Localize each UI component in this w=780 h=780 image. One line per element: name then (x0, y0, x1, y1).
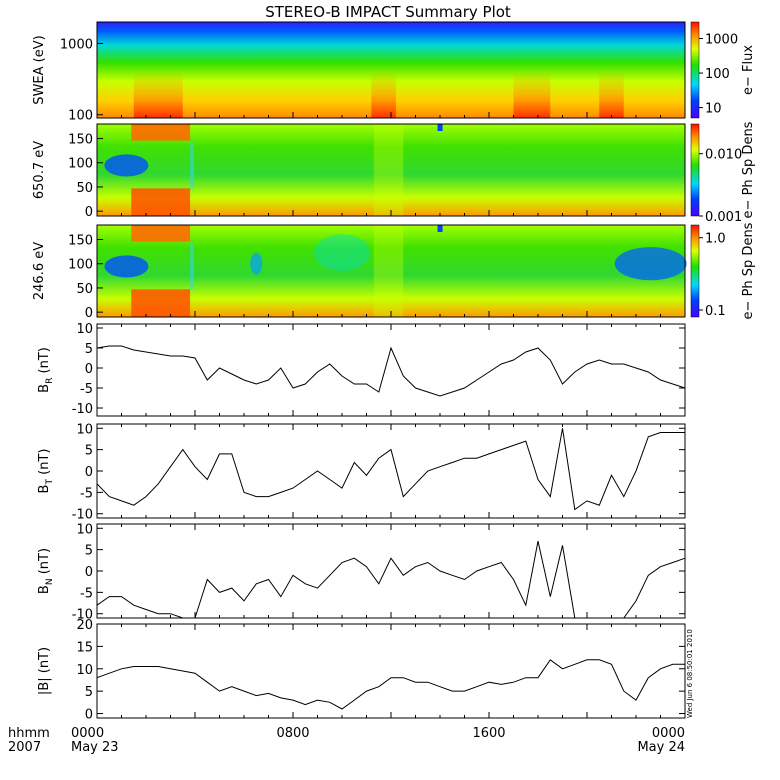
pad650-colorbar (690, 123, 700, 217)
pad650-panel: 650.7 eV e− Ph Sp Dens 0 50 100 150 0.001 0.… (32, 121, 756, 225)
flux-enhancement (371, 70, 396, 118)
pad-edge (190, 142, 195, 189)
time-tick-label: 0000 (71, 726, 104, 741)
bn-panel: -10 -5 0 5 10 BN (nT) (37, 522, 686, 623)
ytick-label: 100 (68, 109, 93, 124)
pad-band (373, 124, 404, 216)
ytick-label: 0 (85, 565, 93, 580)
plot-title: STEREO-B IMPACT Summary Plot (265, 3, 511, 21)
ytick-label: 5 (85, 444, 93, 459)
time-tick-label: 0800 (276, 726, 309, 741)
pad-hot-top (131, 225, 191, 242)
pad246-colorbar (690, 224, 700, 318)
ytick-label: 5 (85, 685, 93, 700)
colorbar-tick-label: 10 (705, 102, 722, 117)
panel-ylabel: BN (nT) (37, 548, 55, 594)
pad-depletion (250, 252, 263, 275)
time-tick-label: 1600 (472, 726, 505, 741)
time-axis-year: 2007 (8, 740, 41, 755)
ytick-label: 10 (76, 322, 93, 337)
ytick-label: -5 (80, 382, 93, 397)
ytick-label: 1000 (60, 37, 93, 52)
ytick-label: -5 (80, 486, 93, 501)
ytick-label: 10 (76, 522, 93, 537)
ytick-label: 100 (68, 258, 93, 273)
br-panel: -10 -5 0 5 10 BR (nT) (37, 322, 686, 417)
ytick-label: 5 (85, 544, 93, 559)
swea-panel: SWEA (eV) e− Flux 100 1000 10 100 1000 (32, 21, 756, 124)
pad246-spectrogram (97, 225, 685, 317)
timestamp-stamp: Wed Jun 6 08:50:01 2010 (686, 629, 694, 718)
ytick-label: 10 (76, 422, 93, 437)
ytick-label: 0 (85, 362, 93, 377)
ytick-label: 0 (85, 708, 93, 723)
pad-depletion (614, 247, 687, 281)
pad246-ylabel: 246.6 eV (32, 242, 47, 300)
colorbar-tick-label: 1.0 (705, 232, 726, 247)
ytick-label: 15 (76, 640, 93, 655)
ytick-label: 50 (76, 181, 93, 196)
ytick-label: -10 (72, 608, 93, 623)
pad650-colorbar-label: e− Ph Sp Dens (741, 121, 756, 218)
ytick-label: -10 (72, 402, 93, 417)
pad-depletion (104, 154, 149, 177)
plot-frame (96, 323, 686, 417)
series-line (96, 345, 686, 397)
pad246-panel: 246.6 eV e− Ph Sp Dens 0 50 100 150 0.1 1.0 (32, 222, 756, 321)
colorbar-tick-label: 0.010 (705, 148, 742, 163)
series-line (96, 540, 686, 619)
swea-colorbar (690, 21, 700, 119)
ytick-label: 0 (85, 306, 93, 321)
panel-ylabel: BT (nT) (37, 449, 55, 494)
colorbar-tick-label: 100 (705, 67, 730, 82)
ytick-label: 0 (85, 465, 93, 480)
flux-enhancement (133, 70, 183, 118)
flux-enhancement (513, 70, 551, 118)
ytick-label: 150 (68, 234, 93, 249)
pad-gap (437, 124, 443, 131)
bmag-panel: 0 5 10 15 20 |B| (nT) (37, 618, 686, 723)
pad650-ylabel: 650.7 eV (32, 141, 47, 199)
swea-colorbar-label: e− Flux (741, 45, 756, 95)
ytick-label: -10 (72, 508, 93, 523)
ytick-label: 5 (85, 342, 93, 357)
pad-edge (190, 243, 195, 290)
colorbar-tick-label: 0.1 (705, 304, 726, 319)
pad-gap (437, 225, 443, 232)
pad-band (373, 225, 404, 317)
ytick-label: 10 (76, 663, 93, 678)
pad-depletion (104, 255, 149, 278)
ytick-label: 0 (85, 205, 93, 220)
pad-hot-top (131, 124, 191, 141)
bt-panel: -10 -5 0 5 10 BT (nT) (37, 422, 686, 523)
time-tick-label: 0000 (652, 726, 685, 741)
pad-hot-bottom (131, 188, 191, 216)
flux-enhancement (599, 70, 624, 118)
panel-ylabel: |B| (nT) (37, 647, 52, 695)
ytick-label: -5 (80, 586, 93, 601)
ytick-label: 50 (76, 282, 93, 297)
pad-hot-bottom (131, 289, 191, 317)
ytick-label: 150 (68, 133, 93, 148)
date-tick-label: May 24 (637, 740, 685, 755)
date-tick-label: May 23 (71, 740, 119, 755)
pad650-spectrogram (97, 124, 685, 216)
plot-frame (96, 523, 686, 619)
ytick-label: 20 (76, 618, 93, 633)
colorbar-tick-label: 0.001 (705, 210, 742, 225)
colorbar-tick-label: 1000 (705, 32, 738, 47)
ytick-label: 100 (68, 157, 93, 172)
series-line (96, 428, 685, 511)
time-axis-hhmm: hhmm (8, 726, 50, 741)
panel-ylabel: BR (nT) (37, 347, 55, 393)
pad246-colorbar-label: e− Ph Sp Dens (741, 222, 756, 319)
swea-ylabel: SWEA (eV) (32, 35, 47, 104)
series-line (96, 659, 685, 710)
pad-depletion (314, 234, 370, 271)
